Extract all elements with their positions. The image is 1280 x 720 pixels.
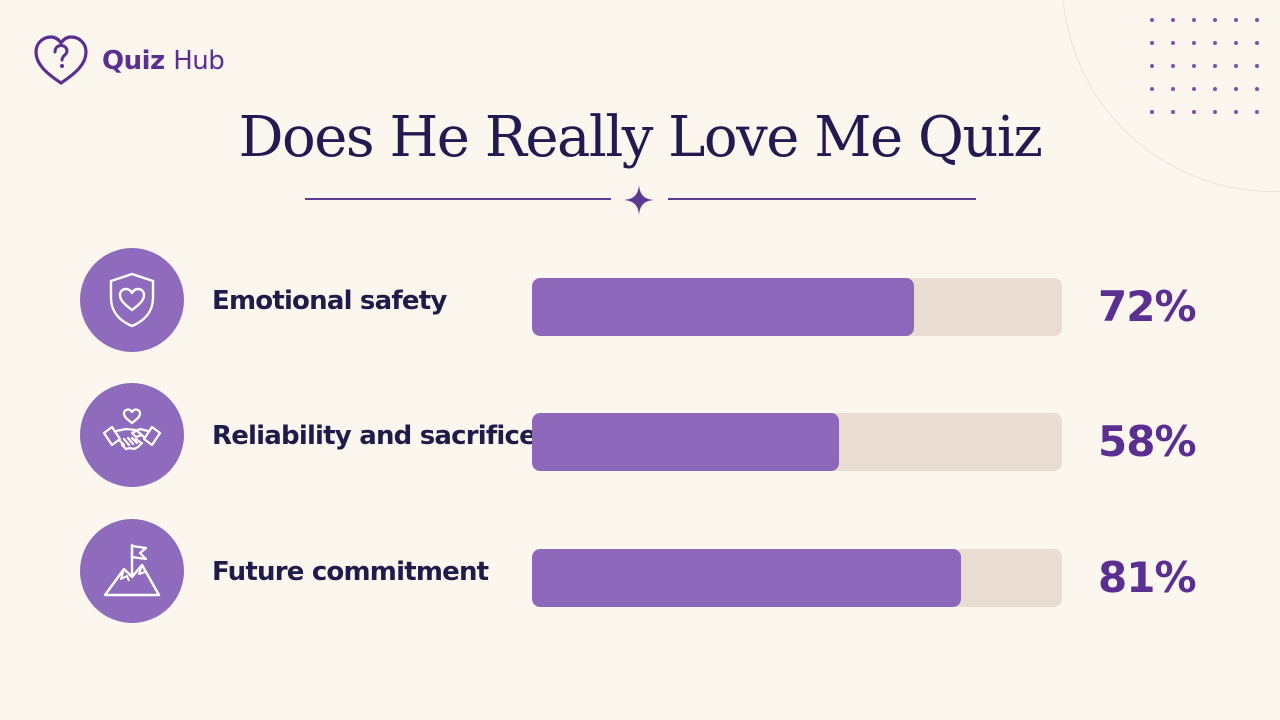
decorative-dot-grid [1150, 18, 1259, 114]
metric-percent: 58% [1098, 417, 1197, 466]
decorative-dot [1213, 64, 1217, 68]
metric-row: Emotional safety 72% [0, 248, 1280, 358]
decorative-dot [1192, 64, 1196, 68]
progress-bar-fill [532, 278, 914, 336]
decorative-dot [1255, 64, 1259, 68]
decorative-dot [1192, 41, 1196, 45]
page-title: Does He Really Love Me Quiz [238, 105, 1043, 170]
brand-name-bold: Quiz [102, 46, 165, 76]
progress-bar-fill [532, 413, 840, 471]
decorative-dot [1150, 64, 1154, 68]
metric-row: Reliability and sacrifice 58% [0, 383, 1280, 493]
title-divider-left [305, 198, 611, 200]
decorative-dot [1213, 87, 1217, 91]
sparkle-icon [624, 185, 654, 215]
decorative-dot [1213, 41, 1217, 45]
brand-name: Quiz Hub [102, 46, 225, 76]
decorative-dot [1255, 41, 1259, 45]
brand[interactable]: Quiz Hub [32, 33, 225, 89]
decorative-dot [1255, 87, 1259, 91]
progress-bar-fill [532, 549, 962, 607]
metric-percent: 72% [1098, 282, 1197, 331]
decorative-dot [1234, 64, 1238, 68]
decorative-dot [1150, 87, 1154, 91]
decorative-dot [1171, 64, 1175, 68]
decorative-dot [1234, 87, 1238, 91]
decorative-dot [1171, 41, 1175, 45]
decorative-dot [1255, 110, 1259, 114]
decorative-dot [1192, 18, 1196, 22]
metric-percent: 81% [1098, 553, 1197, 602]
progress-bar-track [532, 549, 1062, 607]
progress-bar-track [532, 278, 1062, 336]
metric-label: Emotional safety [212, 286, 447, 316]
metric-row: Future commitment 81% [0, 519, 1280, 629]
decorative-dot [1234, 110, 1238, 114]
mountain-flag-icon [80, 519, 184, 623]
decorative-dot [1192, 110, 1196, 114]
decorative-dot [1234, 18, 1238, 22]
metric-label: Reliability and sacrifice [212, 421, 537, 451]
decorative-dot [1171, 87, 1175, 91]
brand-name-light: Hub [173, 46, 225, 76]
decorative-dot [1171, 18, 1175, 22]
decorative-dot [1150, 41, 1154, 45]
handshake-heart-icon [80, 383, 184, 487]
decorative-dot [1213, 110, 1217, 114]
title-divider-right [668, 198, 976, 200]
progress-bar-track [532, 413, 1062, 471]
decorative-dot [1255, 18, 1259, 22]
decorative-dot [1192, 87, 1196, 91]
metric-label: Future commitment [212, 557, 489, 587]
heart-question-icon [34, 35, 88, 85]
decorative-dot [1213, 18, 1217, 22]
decorative-dot [1171, 110, 1175, 114]
shield-heart-icon [80, 248, 184, 352]
decorative-dot [1150, 18, 1154, 22]
decorative-dot [1234, 41, 1238, 45]
decorative-dot [1150, 110, 1154, 114]
